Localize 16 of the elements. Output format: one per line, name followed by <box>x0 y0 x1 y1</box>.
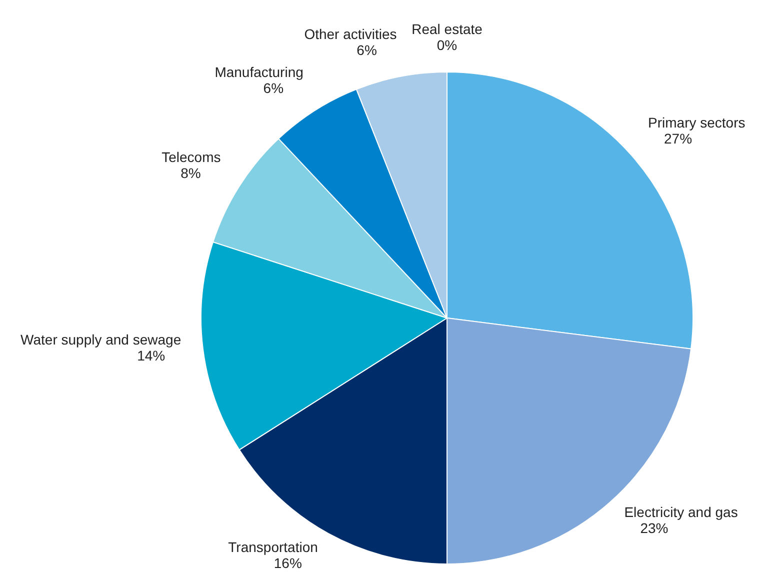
slice-label: Transportation <box>228 538 318 555</box>
data-label: 8% <box>180 165 201 182</box>
data-label: 6% <box>356 42 377 58</box>
text: 0% <box>436 37 458 54</box>
slice-label: Primary sectors <box>648 114 746 130</box>
data-label: 23% <box>640 520 668 536</box>
slice-label: Water supply and sewage <box>20 332 182 348</box>
slice-label: Telecoms <box>162 149 221 166</box>
data-label: 14% <box>137 348 166 364</box>
slice-label: Other activities <box>304 26 397 42</box>
slice-label: Electricity and gas <box>624 504 738 520</box>
slice-label: Manufacturing <box>214 64 304 80</box>
data-label: 6% <box>263 80 284 96</box>
data-label: 16% <box>274 554 302 571</box>
category-label: Real estate <box>412 21 482 37</box>
data-label: 27% <box>664 130 692 147</box>
